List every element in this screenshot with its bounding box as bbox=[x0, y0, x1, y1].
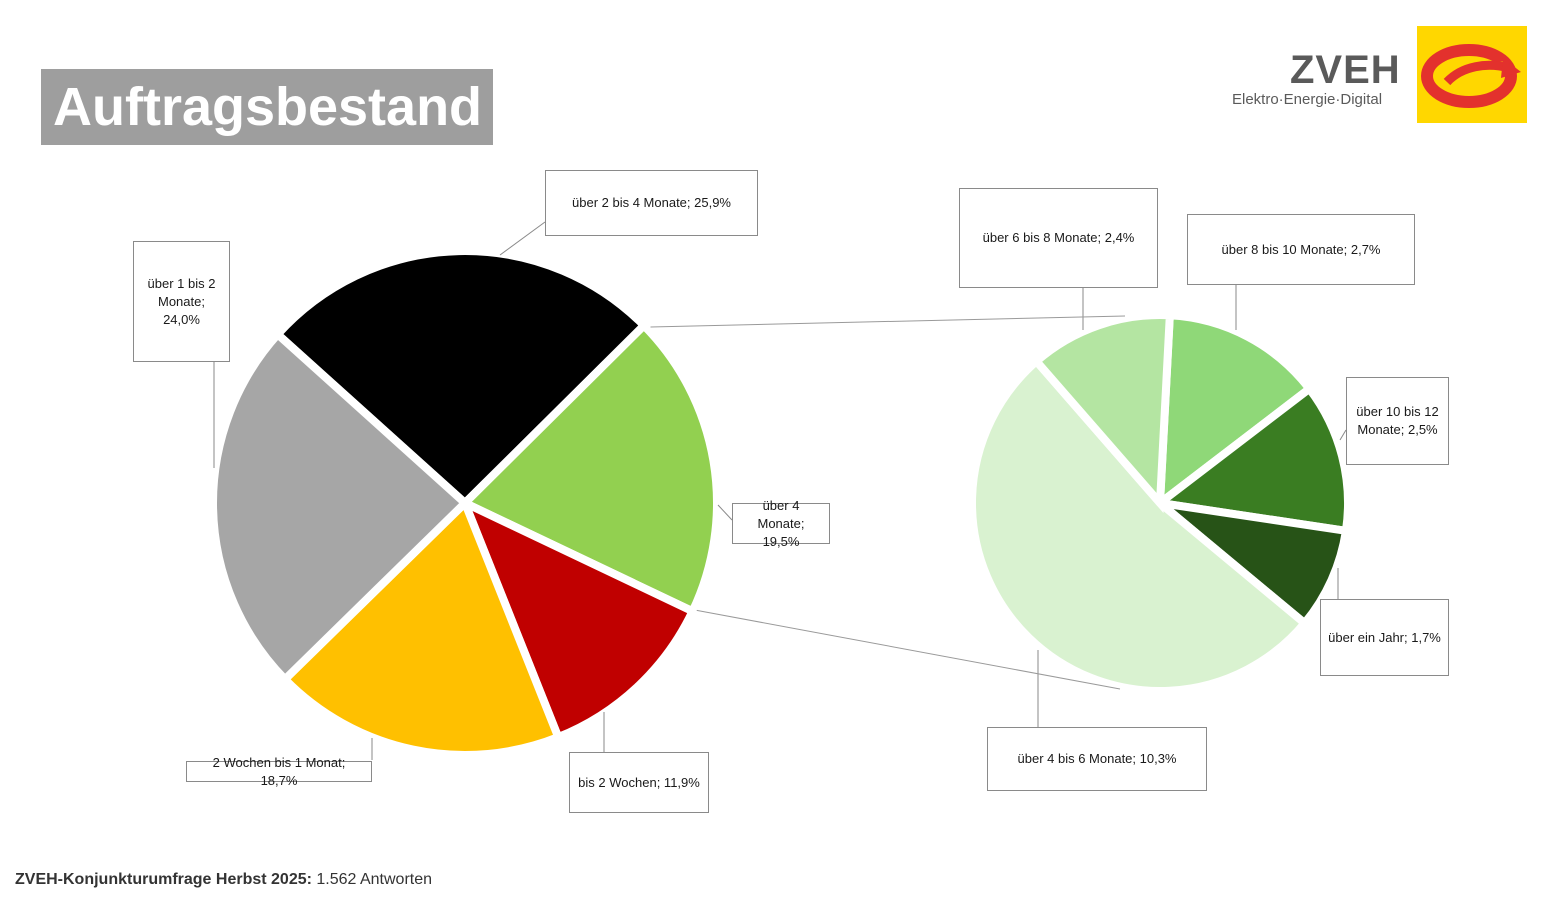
footer-source: ZVEH-Konjunkturumfrage Herbst 2025: 1.56… bbox=[15, 871, 432, 889]
connector-line-bottom bbox=[696, 609, 1121, 690]
zveh-logo: ZVEH Elektro·Energie·Digital bbox=[1228, 26, 1528, 124]
title-banner: Auftragsbestand bbox=[41, 69, 493, 145]
secondary-slice-2 bbox=[1150, 383, 1352, 536]
secondary-slice-4 bbox=[968, 355, 1311, 695]
page-title: Auftragsbestand bbox=[53, 77, 483, 137]
main-data-label-1: über 2 bis 4 Monate; 25,9% bbox=[545, 170, 758, 236]
connector-line-top bbox=[650, 315, 1126, 328]
secondary-data-label-5: über 6 bis 8 Monate; 2,4% bbox=[959, 188, 1158, 288]
main-leader-line-2 bbox=[717, 504, 733, 521]
logo-word: ZVEH bbox=[1290, 48, 1401, 92]
main-data-label-2: über 4 Monate; 19,5% bbox=[732, 498, 830, 549]
main-data-label-4: 2 Wochen bis 1 Monat; 18,7% bbox=[186, 755, 372, 788]
secondary-data-label-3: über ein Jahr; 1,7% bbox=[1320, 599, 1449, 676]
main-data-label-3: bis 2 Wochen; 11,9% bbox=[569, 752, 709, 813]
secondary-leader-line-2 bbox=[1339, 429, 1347, 441]
main-slice-5 bbox=[209, 328, 471, 685]
main-slice-1 bbox=[272, 247, 650, 509]
secondary-slice-5 bbox=[1030, 311, 1175, 514]
main-leader-line-1 bbox=[499, 221, 546, 256]
footer-rest: 1.562 Antworten bbox=[311, 871, 433, 888]
secondary-data-label-2: über 10 bis 12 Monate; 2,5% bbox=[1346, 377, 1449, 465]
secondary-slice-1 bbox=[1155, 311, 1315, 512]
main-data-label-5: über 1 bis 2 Monate; 24,0% bbox=[133, 241, 230, 362]
main-slice-3 bbox=[457, 495, 698, 743]
secondary-data-label-4: über 4 bis 6 Monate; 10,3% bbox=[987, 727, 1207, 791]
main-slice-2 bbox=[458, 319, 721, 617]
footer-bold: ZVEH-Konjunkturumfrage Herbst 2025: bbox=[15, 871, 312, 888]
logo-subtitle: Elektro·Energie·Digital bbox=[1232, 91, 1383, 108]
main-slice-4 bbox=[279, 495, 564, 759]
secondary-data-label-1: über 8 bis 10 Monate; 2,7% bbox=[1187, 214, 1415, 285]
logo-mark-icon bbox=[1417, 26, 1527, 123]
